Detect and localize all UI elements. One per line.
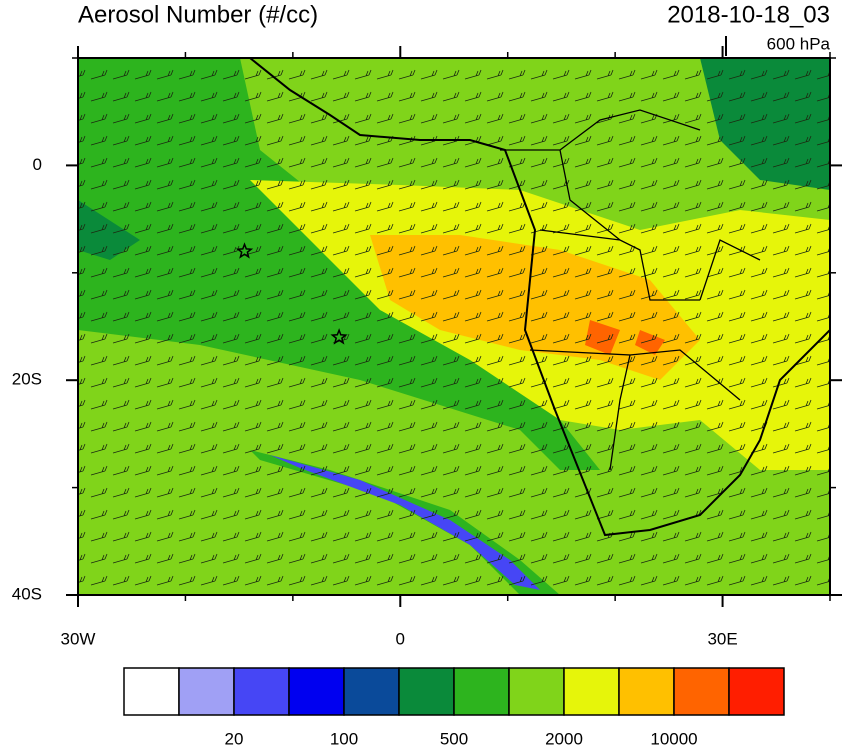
y-tick-label: 20S xyxy=(12,370,42,389)
colorbar-box xyxy=(343,667,400,716)
x-tick-label: 30E xyxy=(707,629,737,648)
map-title: Aerosol Number (#/cc) xyxy=(78,1,318,28)
colorbar-label: 100 xyxy=(330,729,358,748)
colorbar-box xyxy=(288,667,345,716)
y-tick-label: 40S xyxy=(12,584,42,603)
colorbar-box xyxy=(618,667,675,716)
map-date: 2018-10-18_03 xyxy=(667,1,830,28)
y-tick-label: 0 xyxy=(33,155,42,174)
level-label: 600 hPa xyxy=(767,34,831,53)
colorbar-box xyxy=(673,667,730,716)
colorbar-box xyxy=(178,667,235,716)
colorbar-label: 500 xyxy=(440,729,468,748)
colorbar-box xyxy=(123,667,180,716)
colorbar-box xyxy=(398,667,455,716)
colorbar-box xyxy=(233,667,290,716)
colorbar-box xyxy=(508,667,565,716)
site-marker xyxy=(330,328,348,345)
field xyxy=(78,58,830,595)
colorbar-box xyxy=(563,667,620,716)
plot-frame xyxy=(77,57,831,596)
site-marker xyxy=(235,242,254,259)
wind-barbs xyxy=(78,58,830,595)
colorbar-label: 2000 xyxy=(545,729,583,748)
x-tick-label: 30W xyxy=(61,629,96,648)
coastline xyxy=(249,58,830,537)
borders xyxy=(500,109,761,471)
x-tick-label: 0 xyxy=(396,629,405,648)
colorbar-box xyxy=(453,667,510,716)
colorbar-box xyxy=(728,667,785,716)
colorbar-label: 10000 xyxy=(650,729,697,748)
colorbar-label: 20 xyxy=(225,729,244,748)
